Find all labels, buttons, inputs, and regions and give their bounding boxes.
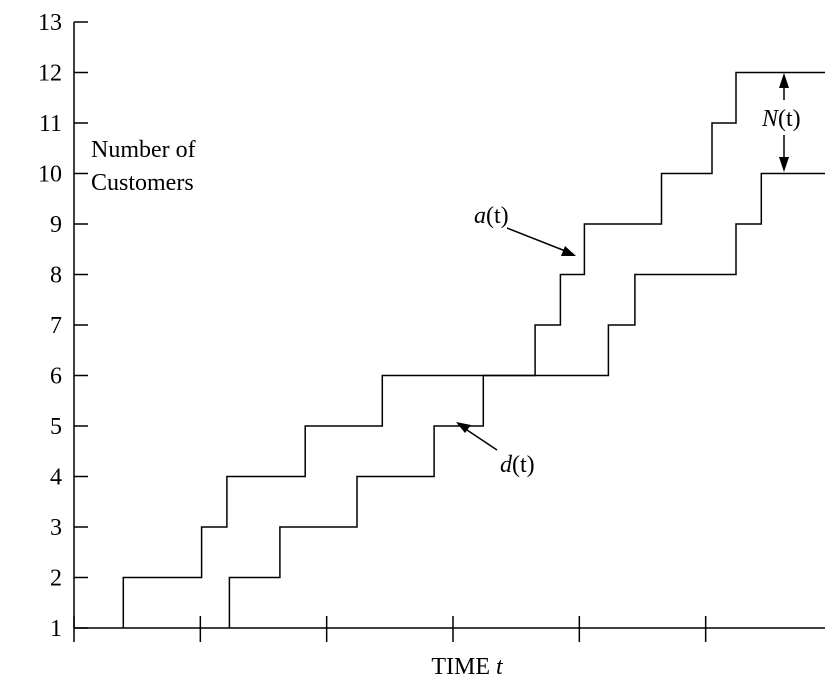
y-tick-label: 11 [39,111,62,137]
y-tick-label: 13 [38,10,62,36]
series-line-a-t [122,71,825,628]
y-tick-label: 1 [50,616,62,642]
y-tick-label: 8 [50,263,62,289]
y-tick-label: 4 [50,465,62,491]
y-tick-label: 6 [50,364,62,390]
axes [73,22,825,629]
d-t-arrowhead [456,422,471,433]
y-tick-label: 12 [38,61,62,87]
N-t-arrowhead-down [779,157,789,172]
series-group [122,71,825,628]
y-tick-label: 10 [38,162,62,188]
d-t-annotation: d(t) [500,452,535,478]
y-tick-label: 9 [50,212,62,238]
y-axis-label-line-2: Customers [91,170,194,196]
N-t-annotation: N(t) [761,106,801,132]
y-tick-label: 5 [50,414,62,440]
N-t-arrowhead-up [779,73,789,88]
x-ticks [73,616,707,642]
series-line-d-t [228,172,825,628]
a-t-annotation: a(t) [474,203,509,229]
y-axis-label-line-1: Number of [91,137,196,163]
y-tick-label: 7 [50,313,62,339]
a-t-pointer [506,227,574,255]
a-t-arrowhead [561,246,576,256]
y-tick-label: 2 [50,566,62,592]
y-tick-label: 3 [50,515,62,541]
x-axis-label: TIME t [431,654,504,680]
